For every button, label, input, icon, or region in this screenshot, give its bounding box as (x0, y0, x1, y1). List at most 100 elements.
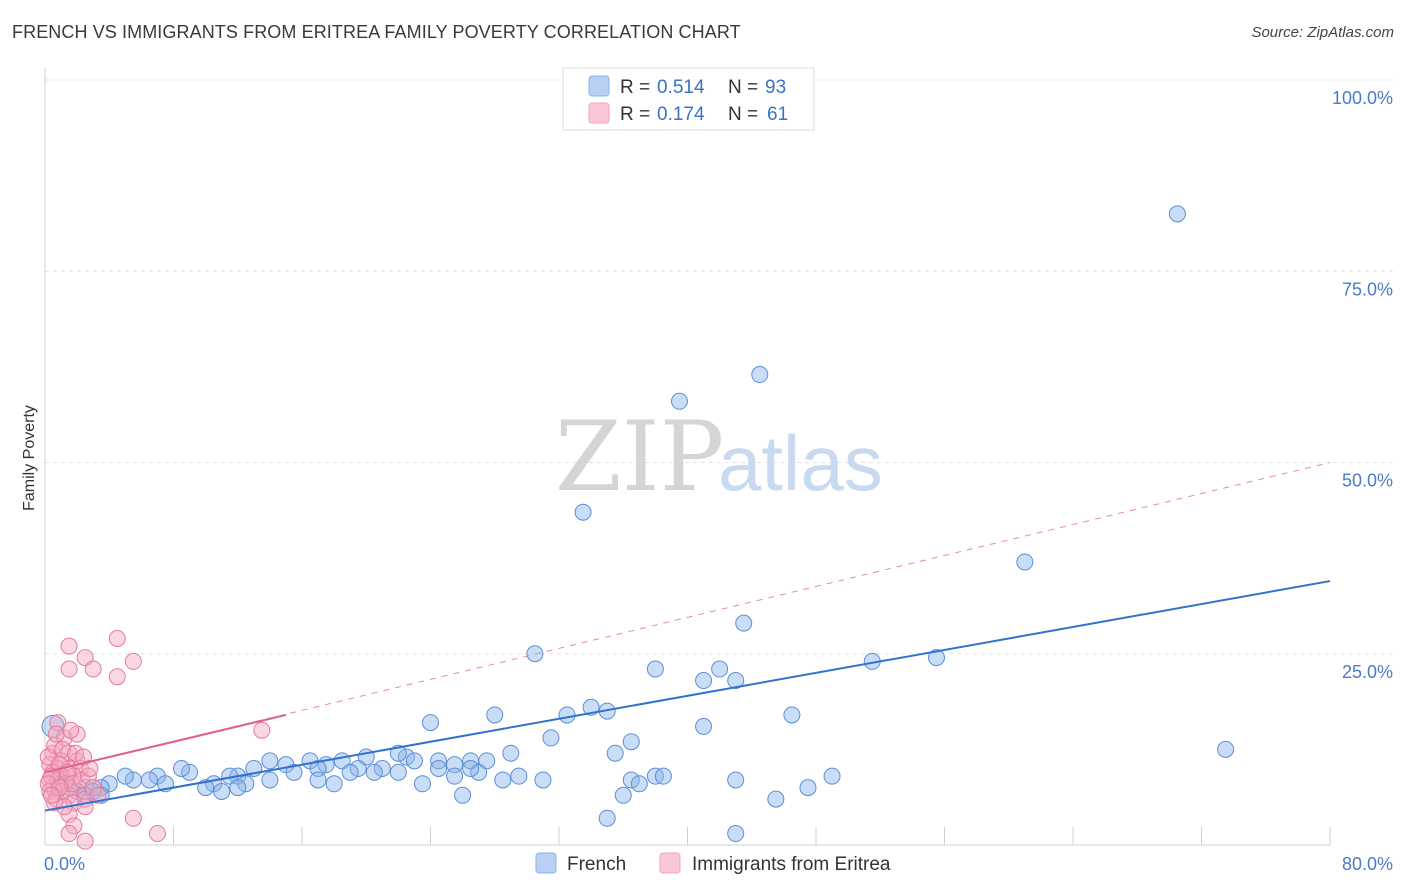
point-french-89 (454, 786, 472, 804)
point-french-47 (389, 763, 407, 781)
legend-n-value-french: 93 (765, 77, 786, 98)
point-french-51 (341, 763, 359, 781)
point-eritrea-52 (89, 786, 107, 804)
y-tick-label-3: 25.0% (1342, 662, 1393, 682)
point-french-9 (646, 660, 664, 678)
point-french-15 (558, 706, 576, 724)
point-eritrea-5 (84, 660, 102, 678)
watermark-zip: ZIP (555, 401, 724, 513)
point-french-83 (727, 771, 745, 789)
x-tick-max: 80.0% (1342, 854, 1393, 874)
axes (44, 68, 1331, 846)
point-french-14 (486, 706, 504, 724)
point-eritrea-32 (76, 798, 94, 816)
grid-lines (45, 79, 1393, 655)
y-axis-label: Family Poverty (21, 405, 38, 511)
trendline-0 (44, 580, 1331, 812)
point-french-27 (397, 748, 415, 766)
point-french-10 (711, 660, 729, 678)
legend-r-label-eritrea: R = (620, 104, 650, 125)
point-french-56 (261, 771, 279, 789)
point-french-31 (261, 752, 279, 770)
point-french-62 (173, 760, 191, 777)
bottom-legend-french: French (567, 854, 626, 875)
point-eritrea-37 (148, 825, 166, 843)
chart-title: FRENCH VS IMMIGRANTS FROM ERITREA FAMILY… (12, 22, 741, 42)
point-french-53 (309, 771, 327, 789)
point-eritrea-60 (81, 760, 99, 777)
legend-swatch-eritrea (588, 102, 610, 124)
bottom-swatch-eritrea (659, 852, 681, 874)
point-eritrea-6 (108, 668, 126, 686)
stats-legend: R = 0.514 N = 93 R = 0.174 N = 61 (562, 67, 815, 131)
point-eritrea-55 (42, 786, 60, 804)
point-french-77 (197, 779, 215, 797)
point-eritrea-1 (108, 629, 126, 647)
point-french-24 (502, 744, 520, 762)
legend-r-value-eritrea: 0.174 (657, 104, 705, 125)
point-french-1 (751, 366, 769, 384)
point-french-8 (927, 649, 945, 667)
point-french-18 (422, 714, 439, 732)
point-eritrea-38 (76, 832, 94, 850)
source-credit: Source: ZipAtlas.com (1251, 24, 1394, 41)
point-french-80 (622, 771, 640, 789)
trendline-1 (44, 713, 287, 774)
point-eritrea-34 (124, 809, 142, 827)
point-french-3 (574, 503, 592, 521)
y-tick-label-2: 50.0% (1342, 471, 1393, 491)
point-french-0 (1168, 205, 1186, 223)
point-french-58 (237, 775, 255, 793)
bottom-swatch-french (535, 852, 557, 874)
point-eritrea-56 (67, 744, 85, 762)
point-french-39 (373, 760, 391, 777)
legend-r-label-french: R = (620, 77, 650, 98)
point-french-2 (670, 392, 688, 410)
point-french-90 (598, 809, 616, 827)
legend-swatch-french (588, 75, 610, 97)
point-french-91 (727, 825, 745, 843)
series-legend: French Immigrants from Eritrea (535, 852, 891, 875)
point-french-38 (349, 760, 367, 777)
point-eritrea-46 (63, 775, 81, 793)
point-french-11 (727, 672, 745, 690)
y-tick-label-0: 100.0% (1332, 88, 1393, 108)
point-french-82 (654, 767, 672, 785)
data-points (39, 205, 1235, 850)
point-french-79 (229, 779, 247, 797)
point-french-44 (534, 771, 552, 789)
point-french-78 (213, 782, 231, 800)
point-french-13 (582, 698, 600, 716)
point-french-64 (140, 771, 158, 789)
point-french-42 (494, 771, 512, 789)
point-french-61 (181, 763, 199, 781)
point-french-87 (614, 786, 632, 804)
point-french-54 (325, 775, 343, 793)
x-tick-min: 0.0% (44, 854, 85, 874)
y-tick-labels: 100.0% 75.0% 50.0% 25.0% (1332, 88, 1393, 682)
point-french-52 (365, 763, 383, 781)
point-eritrea-39 (253, 721, 271, 739)
point-eritrea-36 (60, 825, 78, 843)
watermark-atlas: atlas (718, 419, 883, 507)
point-french-19 (695, 717, 713, 735)
point-french-23 (1217, 740, 1235, 758)
point-french-4 (1016, 553, 1034, 571)
point-eritrea-0 (60, 637, 78, 655)
point-french-65 (124, 771, 142, 789)
point-french-41 (470, 763, 488, 781)
point-french-86 (630, 775, 648, 793)
point-french-49 (285, 763, 303, 781)
point-french-5 (735, 614, 753, 632)
point-eritrea-58 (47, 725, 65, 743)
point-eritrea-59 (62, 721, 80, 739)
point-french-28 (389, 744, 407, 762)
point-eritrea-3 (124, 652, 142, 670)
point-french-40 (446, 767, 464, 785)
point-french-85 (799, 779, 817, 797)
point-french-84 (823, 767, 841, 785)
trend-lines (44, 462, 1331, 812)
point-french-46 (462, 760, 480, 777)
point-french-17 (783, 706, 801, 724)
